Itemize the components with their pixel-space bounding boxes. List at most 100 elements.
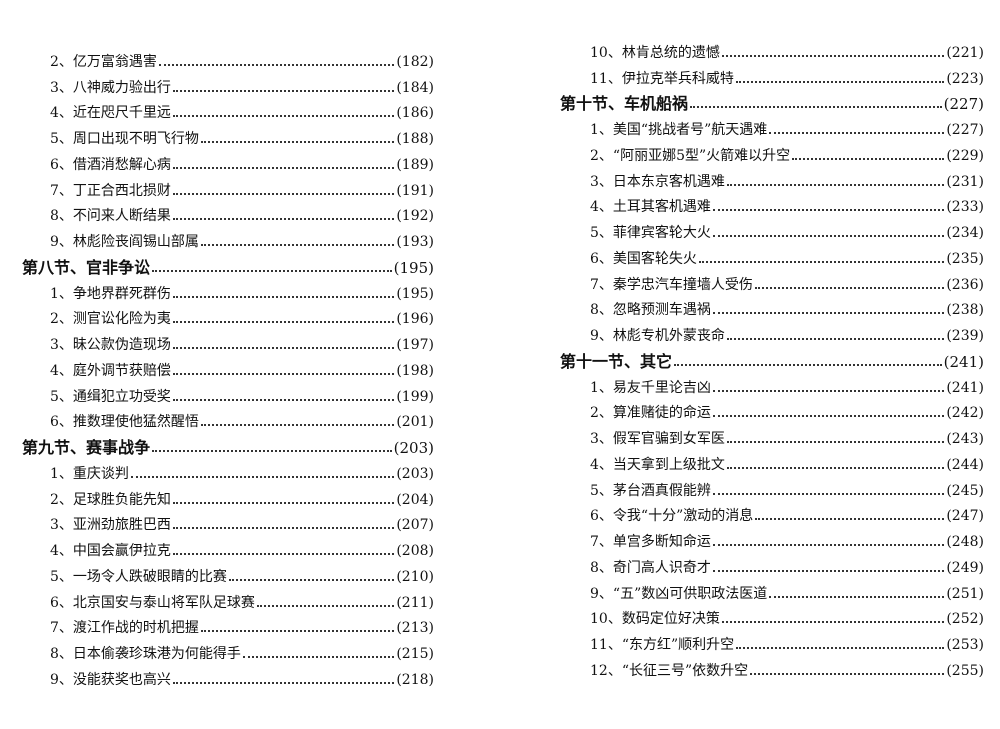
page-number: (234) [946,225,984,241]
toc-entry: 10、林肯总统的遗憾 (221) [560,36,984,62]
toc-entry: 1、易友千里论吉凶 (241) [560,371,984,397]
toc-entry: 3、昧公款伪造现场 (197) [22,328,434,354]
entry-title: 7、丁正合西北损财 [50,182,171,199]
entry-title: 3、昧公款伪造现场 [50,337,171,353]
toc-entry: 11、伊拉克举兵科威特 (223) [560,62,984,88]
toc-entry: 6、北京国安与泰山将军队足球赛 (211) [22,586,434,612]
entry-title: 7、秦学忠汽车撞墙人受伤 [590,276,753,293]
toc-section-heading: 第十节、车机船祸 (227) [560,88,984,114]
dot-leader [158,63,395,66]
dot-leader [712,492,945,495]
dot-leader [200,424,395,427]
dot-leader [172,218,395,221]
page-number: (215) [396,646,434,662]
entry-title: 2、测官讼化险为夷 [50,311,171,328]
dot-leader [152,269,392,272]
page-number: (241) [946,379,984,396]
page-number: (201) [396,414,434,431]
entry-title: 第八节、官非争讼 [22,257,151,277]
dot-leader [200,244,395,246]
page-number: (193) [396,234,434,250]
entry-title: 6、推数理使他猛然醒悟 [50,414,199,431]
toc-entry: 5、一场令人跌破眼睛的比赛 (210) [22,560,434,586]
page-number: (199) [396,388,434,405]
entry-title: 第十节、车机船祸 [560,94,689,114]
dot-leader [726,338,945,340]
toc-section-heading: 第九节、赛事战争 (203) [22,431,434,458]
page-number: (236) [946,276,984,293]
dot-leader [712,569,945,572]
dot-leader [228,578,395,581]
dot-leader [172,347,395,349]
entry-title: 9、林彪险丧阎锡山部属 [50,234,199,250]
dot-leader [130,475,395,478]
page-number: (238) [946,302,984,319]
toc-entry: 8、不问来人断结果 (192) [22,200,434,226]
entry-title: 9、没能获奖也高兴 [50,671,171,688]
page-number: (227) [946,122,984,138]
dot-leader [172,398,395,401]
toc-entry: 2、“阿丽亚娜5型”火箭难以升空 (229) [560,139,984,165]
page-number: (195) [396,285,434,302]
toc-entry: 3、八神威力验出行 (184) [22,71,434,97]
dot-leader [721,54,945,57]
entry-title: 9、林彪专机外蒙丧命 [590,328,725,344]
toc-entry: 7、秦学忠汽车撞墙人受伤 (236) [560,268,984,294]
left-page-toc: 2、亿万富翁遇害 (182) 3、八神威力验出行 (184) 4、近在咫尺千里远 (186… [22,45,434,689]
toc-entry: 5、周口出现不明飞行物 (188) [22,122,434,148]
entry-title: 9、“五”数凶可供职政法医道 [590,585,768,602]
toc-entry: 4、近在咫尺千里远 (186) [22,97,434,123]
dot-leader [172,166,395,169]
toc-entry: 4、中国会赢伊拉克 (208) [22,534,434,560]
dot-leader [172,192,395,195]
entry-title: 1、美国“挑战者号”航天遇难 [590,122,768,138]
page-number: (245) [946,482,984,499]
page-number: (251) [946,585,984,602]
dot-leader [242,656,395,658]
entry-title: 4、当天拿到上级批文 [590,456,725,473]
entry-title: 2、算准赌徒的命运 [590,405,711,422]
entry-title: 5、周口出现不明飞行物 [50,131,199,147]
entry-title: 5、通缉犯立功受奖 [50,388,171,405]
page-number: (243) [946,431,984,447]
dot-leader [726,183,945,186]
dot-leader [172,295,395,298]
toc-entry: 1、争地界群死群伤 (195) [22,277,434,303]
toc-entry: 8、日本偷袭珍珠港为何能得手 (215) [22,637,434,663]
toc-entry: 5、菲律宾客轮大火 (234) [560,216,984,242]
toc-entry: 9、林彪专机外蒙丧命 (239) [560,319,984,345]
page-number: (188) [396,131,434,147]
toc-entry: 7、丁正合西北损财 (191) [22,174,434,200]
dot-leader [721,621,945,624]
toc-entry: 12、“长征三号”依数升空 (255) [560,654,984,680]
entry-title: 3、假军官骗到女军医 [590,431,725,447]
entry-title: 1、重庆谈判 [50,465,129,482]
dot-leader [200,630,395,633]
page-number: (207) [396,517,434,534]
toc-entry: 3、亚洲劲旅胜巴西 (207) [22,509,434,535]
page-number: (198) [396,362,434,379]
entry-title: 1、争地界群死群伤 [50,285,171,302]
page-number: (242) [946,405,984,422]
entry-title: 6、美国客轮失火 [590,250,697,267]
page-number: (221) [946,44,984,61]
page-number: (235) [946,250,984,267]
page-number: (233) [946,199,984,216]
entry-title: 2、足球胜负能先知 [50,491,171,508]
entry-title: 3、八神威力验出行 [50,79,171,96]
toc-entry: 1、重庆谈判 (203) [22,457,434,483]
entry-title: 2、“阿丽亚娜5型”火箭难以升空 [590,147,791,164]
entry-title: 4、土耳其客机遇难 [590,199,711,216]
page-number: (210) [396,568,434,585]
dot-leader [172,89,395,92]
toc-entry: 2、测官讼化险为夷 (196) [22,303,434,329]
toc-entry: 7、单宫多断知命运 (248) [560,525,984,551]
toc-entry: 6、借酒消愁解心病 (189) [22,148,434,174]
page-number: (248) [946,534,984,550]
dot-leader [769,132,945,134]
page-number: (204) [396,491,434,508]
entry-title: 5、茅台酒真假能辨 [590,482,711,499]
toc-entry: 3、假军官骗到女军医 (243) [560,422,984,448]
toc-entry: 9、林彪险丧阎锡山部属 (193) [22,225,434,251]
page-number: (189) [396,156,434,173]
